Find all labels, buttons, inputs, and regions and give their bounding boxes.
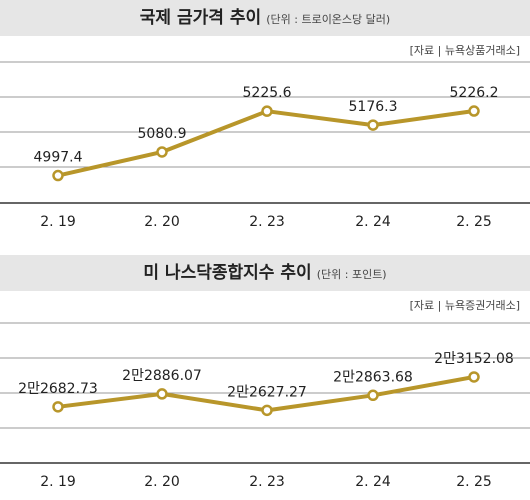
nasdaq-x-tick-label: 2. 25 (456, 474, 492, 490)
gold-data-point (468, 105, 480, 117)
gold-data-label: 4997.4 (34, 150, 83, 166)
nasdaq-data-point (52, 401, 64, 413)
nasdaq-data-label: 2만3152.08 (434, 351, 514, 367)
nasdaq-data-label: 2만2627.27 (227, 384, 307, 400)
nasdaq-data-label: 2만2682.73 (18, 381, 98, 397)
gold-chart-plot: 4997.4 2. 19 5080.9 2. 20 5225.6 2. 23 5176.3 2… (0, 61, 530, 230)
nasdaq-x-tick-label: 2. 24 (355, 474, 391, 490)
nasdaq-data-label: 2만2863.68 (333, 369, 413, 385)
nasdaq-data-point (367, 389, 379, 402)
gold-series-line (57, 109, 475, 178)
gold-x-tick-label: 2. 24 (355, 214, 391, 230)
gold-data-point (156, 146, 168, 158)
gold-price-chart: 국제 금가격 추이 (단위 : 트로이온스당 달러) [자료 | 뉴욕상품거래소… (0, 0, 530, 245)
nasdaq-chart-unit: (단위 : 포인트) (316, 268, 387, 281)
nasdaq-chart-title: 미 나스닥종합지수 추이 (143, 263, 312, 283)
gold-data-label: 5176.3 (349, 99, 398, 115)
gold-data-point (52, 169, 64, 182)
nasdaq-data-label: 2만2886.07 (122, 368, 202, 384)
gold-chart-title: 국제 금가격 추이 (139, 8, 262, 28)
nasdaq-data-point (468, 371, 480, 383)
nasdaq-data-point (156, 388, 168, 400)
gold-chart-source: [자료 | 뉴욕상품거래소] (409, 44, 520, 57)
gold-chart-unit: (단위 : 트로이온스당 달러) (266, 13, 391, 26)
nasdaq-chart-plot: 2만2682.73 2. 19 2만2886.07 2. 20 2만2627.27 2. … (0, 322, 530, 490)
gold-data-label: 5226.2 (450, 85, 499, 101)
gold-data-label: 5225.6 (243, 85, 292, 101)
gold-chart-title-bar: 국제 금가격 추이 (단위 : 트로이온스당 달러) (0, 0, 530, 36)
gold-x-tick-label: 2. 23 (249, 214, 285, 230)
nasdaq-x-tick-label: 2. 19 (40, 474, 76, 490)
nasdaq-chart-title-bar: 미 나스닥종합지수 추이 (단위 : 포인트) (0, 255, 530, 291)
gold-x-tick-label: 2. 25 (456, 214, 492, 230)
gold-x-tick-label: 2. 20 (144, 214, 180, 230)
gold-data-point (261, 105, 273, 117)
nasdaq-index-chart: 미 나스닥종합지수 추이 (단위 : 포인트) [자료 | 뉴욕증권거래소] 2… (0, 255, 530, 500)
nasdaq-chart-source: [자료 | 뉴욕증권거래소] (409, 299, 520, 312)
nasdaq-x-tick-label: 2. 20 (144, 474, 180, 490)
gold-data-label: 5080.9 (138, 126, 187, 142)
gold-x-tick-label: 2. 19 (40, 214, 76, 230)
nasdaq-x-tick-label: 2. 23 (249, 474, 285, 490)
nasdaq-data-point (261, 404, 273, 417)
gold-data-point (367, 119, 379, 131)
